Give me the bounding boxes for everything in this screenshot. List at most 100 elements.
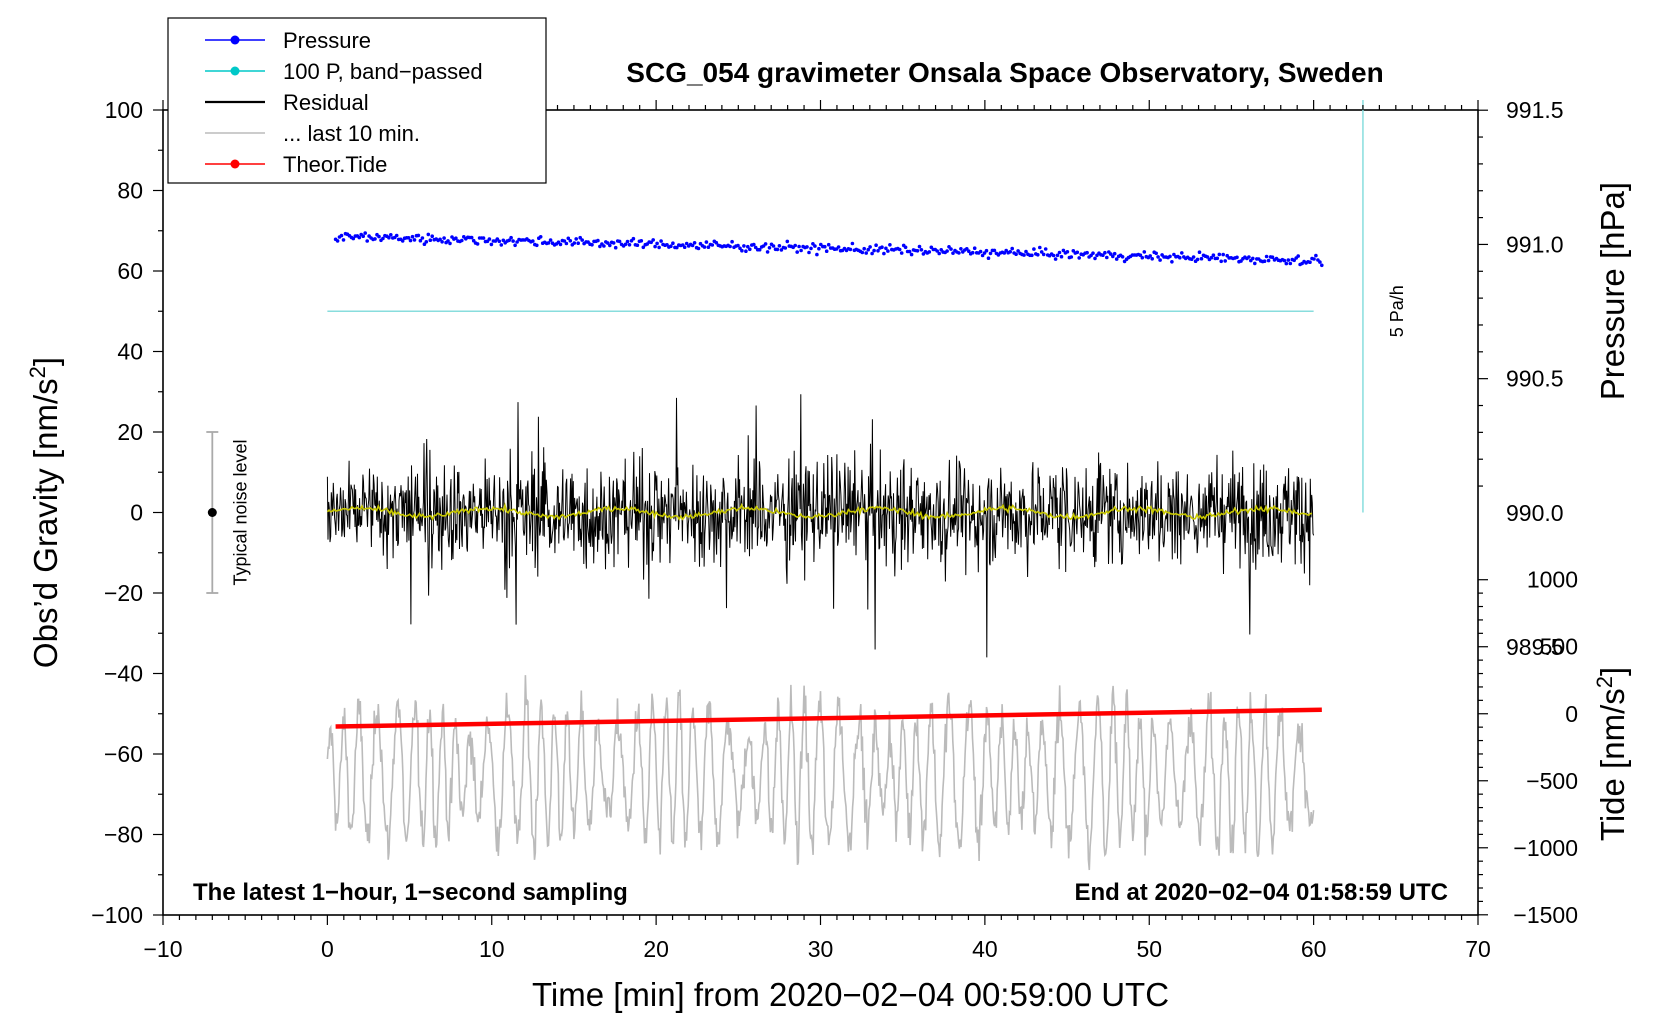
pressure-point [882,251,886,256]
y-tick-label: 20 [117,419,143,445]
pressure-point [460,238,464,243]
pressure-point [1178,255,1182,260]
pressure-point [860,250,865,255]
pressure-point [809,246,813,251]
pressure-point [972,246,977,250]
data-layer [206,100,1364,871]
pressure-point [576,241,580,245]
pressure-point [430,234,435,238]
pressure-point [651,238,655,242]
series-pressure [333,231,1324,268]
pressure-point [653,244,657,249]
pressure-point [970,250,975,255]
pressure-tick-label: 990.5 [1506,366,1564,392]
pressure-point [886,249,890,253]
pressure-point [1053,257,1058,261]
pressure-point [1320,263,1324,268]
pressure-point [440,240,444,244]
pressure-point [957,251,961,255]
pressure-point [1069,255,1074,259]
pressure-point [752,242,756,247]
pressure-point [730,239,734,244]
pressure-point [1077,256,1081,260]
x-tick-label: 20 [643,936,669,962]
pressure-point [1211,253,1216,257]
pressure-point [418,238,423,243]
pressure-point [471,238,476,243]
pressure-point [611,241,616,245]
pressure-point [935,249,939,253]
pressure-point [675,245,679,250]
pressure-point [1016,249,1020,253]
pressure-point [746,244,750,249]
legend-item: Pressure [205,28,371,53]
pressure-point [1022,253,1026,257]
pressure-point [365,239,370,243]
pressure-point [406,236,411,240]
pressure-point [387,235,391,240]
pressure-point [1038,245,1042,250]
pressure-point [909,252,914,257]
pressure-point [988,251,993,256]
y-tick-label: 0 [130,500,143,526]
pressure-point [967,249,971,253]
legend-label: ... last 10 min. [283,121,420,146]
pressure-point [744,249,748,253]
pressure-point [639,239,644,243]
pressure-point [736,243,740,248]
pressure-tick-label: 989.5 [1506,634,1564,660]
pressure-point [602,244,606,248]
y-axis-label-left-close: ] [27,357,64,366]
pressure-point [373,237,377,241]
pressure-tick-label: 991.0 [1506,231,1564,257]
pressure-point [448,241,452,246]
pressure-point [738,246,742,251]
pressure-point [824,249,829,253]
pressure-point [424,240,429,244]
pressure-point [742,244,746,248]
pressure-point [574,237,578,241]
pressure-point [1191,255,1196,259]
pressure-point [868,245,872,249]
pressure-point [702,245,707,249]
legend-label: Residual [283,90,369,115]
pressure-point [515,240,519,244]
pressure-point [775,247,780,252]
pressure-point [992,248,997,253]
pressure-point [1154,251,1158,256]
y-tick-label: −60 [104,741,143,767]
pressure-point [748,247,752,252]
pressure-point [1247,255,1251,259]
pressure-point [623,242,628,247]
pressure-point [671,241,675,245]
series-residual [326,394,1315,658]
pressure-point [696,246,701,251]
pressure-point [1032,247,1036,251]
pressure-point [535,243,539,248]
y-tick-label: −80 [104,822,143,848]
pressure-point [357,235,362,240]
y-axis-label-left-sup: 2 [25,366,50,378]
pressure-point [408,238,413,243]
pressure-point [876,249,880,253]
pressure-point [1239,259,1243,263]
pressure-point [836,245,841,249]
pressure-point [341,238,346,242]
pressure-point [959,247,963,251]
pressure-point [1057,250,1062,255]
pressure-point [870,251,874,256]
legend-label: 100 P, band−passed [283,59,483,84]
pressure-point [848,247,853,252]
pressure-point [1266,258,1271,263]
pressure-point [1308,260,1312,265]
pressure-point [805,245,809,249]
y-tick-label: −40 [104,661,143,687]
pressure-point [1059,254,1064,259]
pressure-point [884,246,888,251]
y-axis-label-pressure: Pressure [hPa] [1594,182,1631,400]
x-tick-label: 40 [972,936,998,962]
pressure-point [1253,261,1257,266]
pressure-point [481,236,486,240]
pressure-point [815,252,819,257]
pressure-point [1197,250,1202,254]
